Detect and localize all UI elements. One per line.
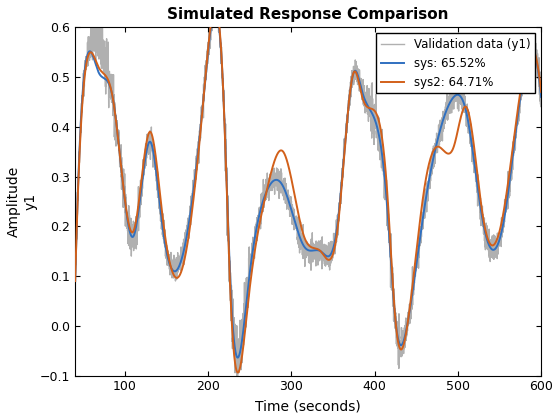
- sys2: 64.71%: (208, 0.642): 64.71%: (208, 0.642): [212, 4, 218, 9]
- Y-axis label: Amplitude
y1: Amplitude y1: [7, 166, 37, 237]
- sys2: 64.71%: (600, 0.47): 64.71%: (600, 0.47): [538, 89, 544, 94]
- sys: 65.52%: (235, -0.0638): 65.52%: (235, -0.0638): [234, 355, 241, 360]
- Title: Simulated Response Comparison: Simulated Response Comparison: [167, 7, 449, 22]
- sys: 65.52%: (208, 0.633): 65.52%: (208, 0.633): [212, 8, 219, 13]
- Validation data (y1): [410, 287, 417, 292]
- sys2: 64.71%: (235, -0.0938): 64.71%: (235, -0.0938): [235, 370, 241, 375]
- sys2: 64.71%: (555, 0.232): 64.71%: (555, 0.232): [501, 208, 507, 213]
- sys: 65.52%: (280, 0.293): 65.52%: (280, 0.293): [272, 178, 278, 183]
- Validation data (y1): [272, 181, 278, 186]
- Legend: Validation data (y1), sys: 65.52%, sys2: 64.71%: Validation data (y1), sys: 65.52%, sys2:…: [376, 33, 535, 93]
- sys: 65.52%: (276, 0.287): 65.52%: (276, 0.287): [268, 181, 274, 186]
- sys: 65.52%: (583, 0.536): 65.52%: (583, 0.536): [524, 57, 530, 62]
- sys2: 64.71%: (306, 0.241): 64.71%: (306, 0.241): [293, 204, 300, 209]
- Validation data (y1): [72, 276, 78, 281]
- sys2: 64.71%: (583, 0.539): 64.71%: (583, 0.539): [524, 55, 530, 60]
- Validation data (y1): [524, 67, 530, 72]
- Line: sys: 65.52%: sys: 65.52%: [75, 11, 541, 357]
- X-axis label: Time (seconds): Time (seconds): [255, 399, 361, 413]
- sys2: 64.71%: (276, 0.308): 64.71%: (276, 0.308): [268, 170, 274, 175]
- sys: 65.52%: (40, 0.09): 65.52%: (40, 0.09): [72, 278, 78, 284]
- sys: 65.52%: (600, 0.46): 65.52%: (600, 0.46): [538, 94, 544, 100]
- Line: sys2: 64.71%: sys2: 64.71%: [75, 6, 541, 373]
- Validation data (y1): [538, 92, 544, 97]
- Validation data (y1): [501, 218, 507, 223]
- sys2: 64.71%: (447, 0.105): 64.71%: (447, 0.105): [410, 271, 417, 276]
- Validation data (y1): [213, 0, 220, 3]
- Validation data (y1): [293, 218, 300, 223]
- sys: 65.52%: (447, 0.0872): 65.52%: (447, 0.0872): [410, 280, 417, 285]
- sys2: 64.71%: (40, 0.09): 64.71%: (40, 0.09): [72, 278, 78, 284]
- Line: Validation data (y1): Validation data (y1): [75, 0, 541, 381]
- sys2: 64.71%: (280, 0.334): 64.71%: (280, 0.334): [272, 158, 278, 163]
- Validation data (y1): [234, 379, 240, 384]
- Validation data (y1): [268, 186, 274, 192]
- sys: 65.52%: (555, 0.212): 65.52%: (555, 0.212): [501, 218, 507, 223]
- sys: 65.52%: (306, 0.196): 65.52%: (306, 0.196): [293, 226, 300, 231]
